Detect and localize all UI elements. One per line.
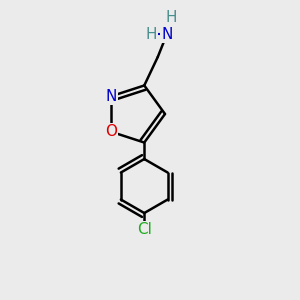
Text: Cl: Cl <box>137 222 152 237</box>
Text: N: N <box>105 89 116 104</box>
Text: H: H <box>146 27 157 42</box>
Text: O: O <box>105 124 117 139</box>
Text: H: H <box>166 11 177 26</box>
Text: N: N <box>161 27 172 42</box>
